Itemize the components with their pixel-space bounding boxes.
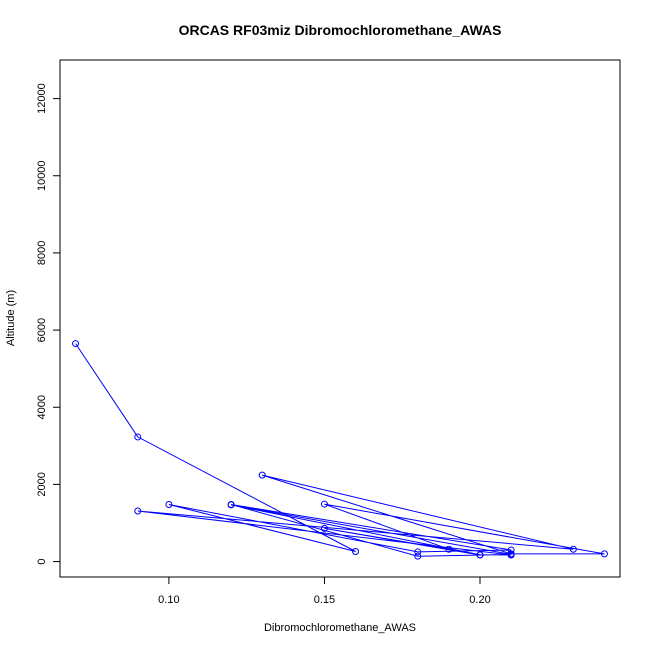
series-line — [75, 343, 605, 557]
data-point — [414, 548, 422, 556]
data-series — [72, 340, 608, 560]
y-tick-label: 2000 — [36, 472, 48, 496]
y-tick-label: 4000 — [36, 395, 48, 419]
data-point — [320, 500, 328, 508]
data-point — [165, 500, 173, 508]
data-point — [507, 550, 515, 558]
y-axis-label: Altitude (m) — [5, 290, 17, 346]
data-point — [476, 551, 484, 559]
x-tick-label: 0.15 — [314, 594, 335, 606]
y-tick-label: 12000 — [36, 83, 48, 114]
data-point — [227, 501, 235, 509]
data-point — [320, 524, 328, 532]
data-point — [72, 340, 80, 348]
y-tick-label: 0 — [36, 559, 48, 565]
y-tick-label: 10000 — [36, 160, 48, 191]
data-point — [507, 546, 515, 554]
data-point — [134, 433, 142, 441]
data-point — [414, 552, 422, 560]
data-point — [445, 545, 453, 553]
data-point — [258, 471, 266, 479]
x-axis: 0.10 0.15 0.20 — [158, 576, 491, 606]
y-tick-label: 8000 — [36, 241, 48, 265]
data-point — [569, 545, 577, 553]
x-tick-label: 0.10 — [158, 594, 179, 606]
chart-title: ORCAS RF03miz Dibromochloromethane_AWAS — [179, 22, 502, 38]
data-point — [600, 550, 608, 558]
y-axis: 0 2000 4000 6000 8000 10000 12000 — [36, 83, 61, 565]
y-tick-label: 6000 — [36, 318, 48, 342]
data-point — [134, 507, 142, 515]
x-tick-label: 0.20 — [469, 594, 490, 606]
x-axis-label: Dibromochloromethane_AWAS — [264, 622, 416, 634]
data-point — [352, 548, 360, 556]
